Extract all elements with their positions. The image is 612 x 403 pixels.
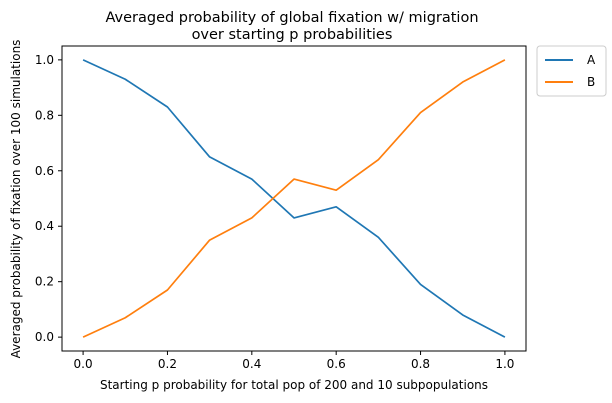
legend-box [536,45,607,97]
x-axis-label: Starting p probability for total pop of … [100,378,488,392]
x-tick-label: 0.6 [327,357,346,371]
plot-area-frame [61,45,527,352]
y-tick-label: 0.0 [35,330,54,344]
legend-label-b: B [587,75,595,89]
axis-ticks: 0.0 0.2 0.4 0.6 0.8 1.0 0.0 0.2 0.4 0.6 0.8 1.0 [35,53,515,371]
series-line-b [82,59,506,338]
legend-label-a: A [587,53,596,67]
x-tick-label: 0.8 [411,357,430,371]
legend: A B [536,45,607,97]
x-tick-label: 0.2 [158,357,177,371]
plot-lines [82,59,506,338]
chart-title: Averaged probability of global fixation … [105,10,478,26]
x-tick-label: 0.4 [242,357,261,371]
y-tick-label: 0.4 [35,219,54,233]
y-tick-label: 0.6 [35,164,54,178]
x-tick-label: 0.0 [74,357,93,371]
chart-subtitle: over starting p probabilities [192,27,393,43]
y-tick-label: 1.0 [35,53,54,67]
y-tick-label: 0.8 [35,108,54,122]
series-line-a [82,59,506,338]
y-axis-label: Averaged probability of fixation over 10… [9,40,23,359]
x-tick-label: 1.0 [495,357,514,371]
y-tick-label: 0.2 [35,275,54,289]
